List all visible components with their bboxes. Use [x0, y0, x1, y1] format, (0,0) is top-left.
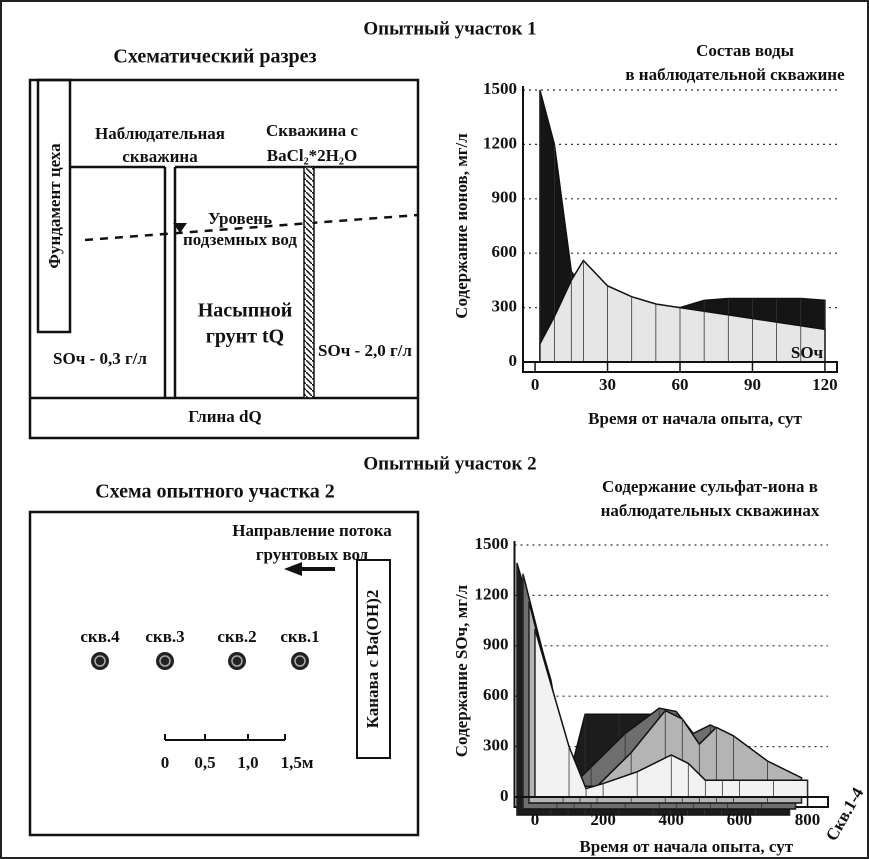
scale-label: 1,5м: [281, 753, 314, 772]
label: Глина dQ: [188, 407, 261, 426]
x-tick-label: 30: [599, 375, 616, 394]
well: [228, 652, 246, 670]
injection-well: [303, 166, 315, 399]
label: SOч - 2,0 г/л: [318, 341, 412, 360]
x-axis-label: Время от начала опыта, сут: [579, 837, 793, 856]
label: Наблюдательная: [95, 124, 225, 143]
ditch: [356, 559, 391, 759]
chart-title: наблюдательных скважинах: [601, 501, 820, 520]
label: Скважина с: [266, 121, 358, 140]
y-tick-label: 600: [483, 685, 509, 704]
scale-label: 1,0: [237, 753, 258, 772]
well-ring: [294, 655, 306, 667]
y-tick-label: 0: [509, 351, 518, 370]
y-tick-label: 1200: [475, 584, 509, 603]
well: [156, 652, 174, 670]
chart-title: Состав воды: [696, 41, 794, 60]
label: грунтовых вод: [256, 545, 369, 564]
x-tick-label: 800: [795, 810, 821, 829]
site-box: [28, 510, 420, 837]
wells: скв.4 скв.3 скв.2 скв.1: [80, 627, 320, 670]
y-tick-label: 900: [483, 635, 509, 654]
charts: Состав воды в наблюдательной скважине Соде…: [452, 41, 868, 856]
well: [91, 652, 109, 670]
cross-section: [28, 78, 420, 440]
y-tick-label: 1200: [483, 133, 517, 152]
label: скважина: [122, 147, 198, 166]
label: SOч - 0,3 г/л: [53, 349, 147, 368]
heading: Опытный участок 1: [363, 18, 536, 39]
y-tick-label: 0: [500, 786, 509, 805]
series-label: SOч: [791, 343, 824, 362]
x-tick-label: 60: [672, 375, 689, 394]
y-tick-label: 1500: [483, 79, 517, 98]
well-label: скв.1: [280, 627, 319, 646]
well-label: скв.3: [145, 627, 184, 646]
scale-label: 0,5: [194, 753, 215, 772]
well-ring: [159, 655, 171, 667]
x-tick-label: 120: [812, 375, 838, 394]
label: BaCl₂*2H₂O: [267, 146, 357, 165]
label: Канава с Ba(OH)2: [363, 590, 382, 729]
flow-arrow-head: [284, 562, 302, 576]
well: [291, 652, 309, 670]
label: Направление потока: [232, 521, 392, 540]
y-tick-label: 900: [492, 188, 518, 207]
chart-title: в наблюдательной скважине: [625, 65, 845, 84]
well-label: скв.4: [80, 627, 120, 646]
label: грунт tQ: [206, 326, 285, 348]
well-ring: [94, 655, 106, 667]
annotation: Скв.1-4: [822, 784, 868, 844]
scale: 0 0,5 1,0 1,5м: [161, 734, 314, 772]
x-axis-label: Время от начала опыта, сут: [588, 409, 802, 428]
label: Фундамент цеха: [45, 143, 64, 269]
label: Насыпной: [198, 300, 293, 322]
heading: Опытный участок 2: [363, 453, 536, 474]
y-axis-label: Содержание ионов, мг/л: [452, 133, 471, 319]
x-tick-label: 0: [531, 810, 540, 829]
x-tick-label: 90: [744, 375, 761, 394]
label: подземных вод: [183, 230, 297, 249]
well-ring: [231, 655, 243, 667]
label: Уровень: [208, 209, 272, 228]
y-tick-label: 1500: [475, 534, 509, 553]
x-tick-label: 0: [531, 375, 540, 394]
well-label: скв.2: [217, 627, 256, 646]
diagram-title: Схематический разрез: [113, 46, 316, 68]
y-axis-label: Содержание SOч, мг/л: [452, 584, 471, 757]
diagram-title: Схема опытного участка 2: [95, 481, 335, 503]
y-tick-label: 300: [483, 736, 509, 755]
water-marker: [173, 223, 187, 233]
y-tick-label: 300: [492, 297, 518, 316]
scale-label: 0: [161, 753, 170, 772]
y-tick-label: 600: [492, 242, 518, 261]
chart-title: Содержание сульфат-иона в: [602, 477, 818, 496]
